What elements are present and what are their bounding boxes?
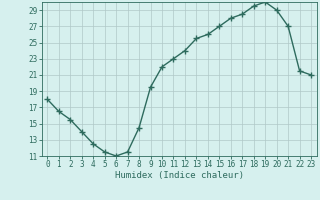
X-axis label: Humidex (Indice chaleur): Humidex (Indice chaleur) [115,171,244,180]
